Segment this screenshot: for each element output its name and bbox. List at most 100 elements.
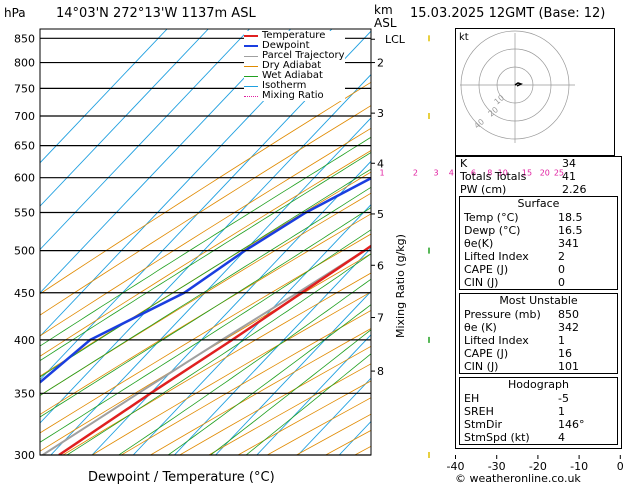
stat-value: 850 [558,308,579,321]
mixing-ratio-label: 6 [471,169,476,178]
pressure-tick-label: 800 [14,57,35,70]
stat-value: 101 [558,360,579,373]
height-tick-label: 7 [377,312,384,325]
pressure-tick-label: 500 [14,245,35,258]
legend-item: Isotherm [244,81,345,91]
dry-adiabat-line [40,233,371,434]
isotherm-line [215,290,371,455]
stat-value: 2 [558,250,565,263]
chart-frame [39,28,372,456]
footer-copyright: © weatheronline.co.uk [455,472,581,485]
wet-adiabat-line [40,168,371,378]
stat-label: CAPE (J) [464,263,509,276]
stat-row: θe (K) 342 [460,321,617,334]
legend-label: Temperature [262,30,326,41]
mixing-ratio-label: 15 [522,169,532,178]
pressure-tick-label: 650 [14,140,35,153]
stat-row: θe(K) 341 [460,237,617,250]
dry-adiabat-line [121,309,371,455]
hodograph-table-title: Hodograph [508,378,569,391]
stat-row: Temp (°C) 18.5 [460,211,617,224]
stat-row: K 34 [456,157,621,170]
stat-row: CAPE (J) 16 [460,347,617,360]
height-tick-label: 2 [377,57,384,70]
x-tick-label: -40 [447,460,465,473]
stat-value: 1 [558,334,565,347]
height-tick-label: 3 [377,107,384,120]
dry-adiabat-line [150,328,371,455]
wet-adiabat-line [40,207,371,418]
pressure-tick-label: 700 [14,110,35,123]
dry-adiabat-line [40,105,371,316]
wet-adiabat-line [118,278,371,455]
x-axis-label: Dewpoint / Temperature (°C) [88,470,275,485]
wet-adiabat-line [40,151,371,362]
stat-value: 341 [558,237,579,250]
stat-value: 0 [558,263,565,276]
mixing-ratio-label: 25 [554,169,564,178]
stat-value: 2.26 [562,183,587,196]
legend-item: Temperature [244,31,345,41]
height-tick-label: 6 [377,259,384,272]
stat-label: Lifted Index [464,334,529,347]
mixing-ratio-label: 10 [498,169,508,178]
wet-adiabat-line [66,253,371,455]
stat-value: 1 [558,405,565,418]
stat-label: StmSpd (kt) [464,431,530,444]
stat-row: Lifted Index 1 [460,334,617,347]
x-tick-label: 0 [617,460,624,473]
wet-adiabat-line [210,329,371,455]
pressure-tick-label: 550 [14,206,35,219]
legend-label: Wet Adiabat [262,70,323,81]
stat-value: 41 [562,170,576,183]
x-tick-label: -30 [488,460,506,473]
isotherm-line [40,73,371,424]
legend-swatch [244,85,258,87]
stat-row: PW (cm) 2.26 [456,183,621,196]
legend-label: Mixing Ratio [262,90,324,101]
isotherm-line [40,29,168,164]
stats-table: K 34 Totals Totals 41 PW (cm) 2.26 Surface Te… [455,156,622,449]
stat-label: EH [464,392,480,405]
mixing-ratio-label: 2 [413,169,418,178]
legend-item: Mixing Ratio [244,91,345,101]
stat-row: CIN (J) 0 [460,276,617,289]
legend-label: Dewpoint [262,40,310,51]
isotherm-line [40,29,292,294]
mixing-ratio-label: 3 [434,169,439,178]
legend-swatch [244,55,258,57]
legend-item: Dry Adiabat [244,61,345,71]
pressure-tick-label: 350 [14,387,35,400]
stat-label: Lifted Index [464,250,529,263]
stat-label: θe (K) [464,321,497,334]
mixing-ratio-label: 4 [449,169,454,178]
legend-item: Wet Adiabat [244,71,345,81]
legend: Temperature Dewpoint Parcel Trajectory Dry … [244,31,345,101]
stat-value: 16 [558,347,572,360]
stat-label: Dewp (°C) [464,224,521,237]
stat-row: Pressure (mb) 850 [460,308,617,321]
stat-label: Pressure (mb) [464,308,541,321]
dry-adiabat-line [40,81,371,295]
stat-label: CAPE (J) [464,347,509,360]
location-title: 14°03'N 272°13'W 1137m ASL [56,6,256,21]
dry-adiabat-line [40,127,371,337]
wet-adiabat-line [40,136,371,347]
most-unstable-title: Most Unstable [499,294,578,307]
legend-label: Isotherm [262,80,307,91]
stat-label: Totals Totals [460,170,527,183]
stat-value: 0 [558,276,565,289]
isotherm-line [50,117,371,455]
pressure-tick-label: 850 [14,32,35,45]
stat-label: Temp (°C) [464,211,519,224]
stat-row: Totals Totals 41 [456,170,621,183]
pressure-tick-label: 750 [14,82,35,95]
stat-row: StmDir 146° [460,418,617,431]
dry-adiabat-line [40,171,371,377]
stat-value: 146° [558,418,585,431]
stat-value: 4 [558,431,565,444]
datetime-title: 15.03.2025 12GMT (Base: 12) [410,6,606,21]
isotherm-line [256,334,371,455]
stat-label: CIN (J) [464,360,499,373]
